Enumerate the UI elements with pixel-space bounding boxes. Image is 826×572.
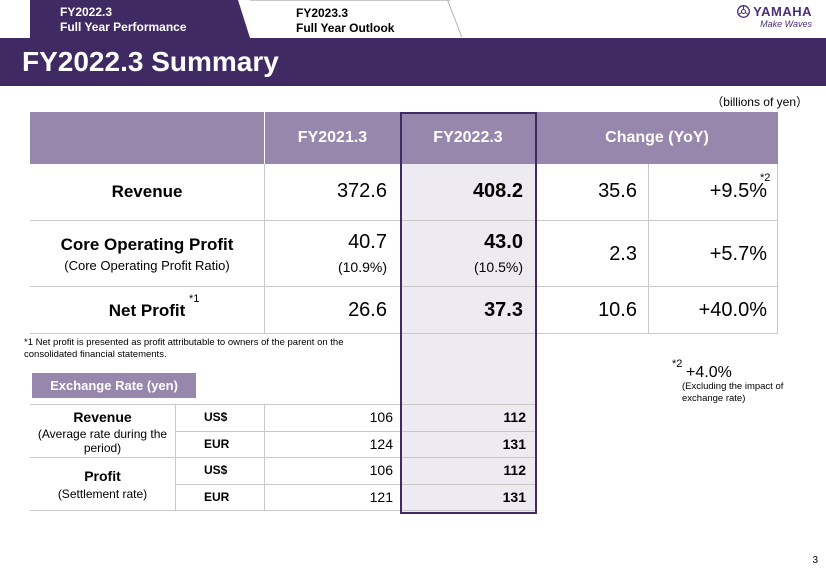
ex-revenue-usd-fy2021: 106 xyxy=(369,409,393,425)
page-title: FY2022.3 Summary xyxy=(22,46,279,77)
logo-tagline: Make Waves xyxy=(760,19,812,29)
core-op-ratio-fy2021: (10.9%) xyxy=(337,259,387,275)
footnote-net-profit: *1 Net profit is presented as profit att… xyxy=(24,337,344,360)
ex-col-divider xyxy=(264,404,265,510)
core-op-fy2021: 40.7 xyxy=(348,231,387,253)
fy2022-highlight-frame xyxy=(400,112,537,514)
ex-divider xyxy=(175,484,535,485)
net-profit-fy2022: 37.3 xyxy=(484,299,523,321)
row-core-op-sub: (Core Operating Profit Ratio) xyxy=(64,258,230,273)
row-divider xyxy=(30,333,778,334)
revenue-change: 35.6 xyxy=(598,180,637,202)
core-op-ratio-fy2022: (10.5%) xyxy=(473,259,523,275)
header-fy2021: FY2021.3 xyxy=(265,112,400,164)
revenue-change-pct: +9.5% xyxy=(709,180,767,202)
tab-full-year-outlook[interactable]: FY2023.3 Full Year Outlook xyxy=(250,0,464,38)
net-profit-change: 10.6 xyxy=(598,299,637,321)
tab-line2: Full Year Outlook xyxy=(296,21,395,35)
fy2022-highlight-column xyxy=(401,112,535,512)
net-profit-fy2021: 26.6 xyxy=(348,299,387,321)
ex-divider xyxy=(30,510,535,511)
row-core-op-label: Core Operating Profit xyxy=(60,235,234,254)
row-revenue-label: Revenue xyxy=(111,182,183,201)
ex-profit-sub: (Settlement rate) xyxy=(57,487,148,501)
row-net-profit-label: Net Profit xyxy=(108,301,186,320)
ex-profit-eur-fy2022: 131 xyxy=(502,489,526,505)
col-divider xyxy=(777,164,778,333)
net-profit-note-mark: *1 xyxy=(189,293,200,305)
ex-revenue-eur-fy2021: 124 xyxy=(369,436,393,452)
note2-mark: *2 xyxy=(672,358,683,370)
header-fy2021-label: FY2021.3 xyxy=(297,129,368,146)
ex-revenue-label: Revenue xyxy=(73,409,132,425)
header-fy2022-label: FY2022.3 xyxy=(433,129,503,146)
ex-revenue-eur-fy2022: 131 xyxy=(502,436,526,452)
ex-revenue-usd-fy2022: 112 xyxy=(503,409,526,425)
revenue-note-mark: *2 xyxy=(760,172,771,184)
header-change: Change (YoY) xyxy=(536,112,778,164)
header-change-label: Change (YoY) xyxy=(605,129,709,146)
row-divider xyxy=(30,220,778,221)
ex-revenue-usd: US$ xyxy=(204,410,228,424)
row-divider xyxy=(30,286,778,287)
ex-profit-usd-fy2022: 112 xyxy=(503,462,526,478)
exchange-rate-title: Exchange Rate (yen) xyxy=(32,373,196,398)
core-op-change-pct: +5.7% xyxy=(709,243,767,265)
revenue-fy2022: 408.2 xyxy=(472,180,523,202)
logo-wordmark: YAMAHA xyxy=(753,4,812,19)
ex-revenue-sub: (Average rate during the period) xyxy=(37,427,168,455)
ex-divider xyxy=(30,457,535,458)
tab-full-year-performance[interactable]: FY2022.3 Full Year Performance xyxy=(30,0,250,38)
header-blank-cell xyxy=(30,112,264,164)
net-profit-change-pct: +40.0% xyxy=(698,299,767,321)
tab-line1: FY2022.3 xyxy=(60,5,113,19)
yamaha-logo: YAMAHA Make Waves xyxy=(732,4,812,34)
ex-divider xyxy=(30,404,535,405)
page-number: 3 xyxy=(812,555,818,566)
col-divider xyxy=(648,164,649,333)
core-op-fy2022: 43.0 xyxy=(484,231,523,253)
title-band xyxy=(0,38,826,86)
tuning-forks-icon xyxy=(737,5,751,18)
header-fy2022: FY2022.3 xyxy=(401,112,535,164)
tab-line2: Full Year Performance xyxy=(60,20,187,34)
ex-profit-eur-fy2021: 121 xyxy=(369,489,393,505)
tab-line1: FY2023.3 xyxy=(296,6,349,20)
ex-revenue-eur: EUR xyxy=(204,437,230,451)
core-op-change: 2.3 xyxy=(609,243,637,265)
ex-col-divider xyxy=(175,404,176,510)
units-label: （billions of yen） xyxy=(711,95,808,109)
ex-profit-usd: US$ xyxy=(204,463,228,477)
revenue-fy2021: 372.6 xyxy=(336,180,387,202)
ex-profit-label: Profit xyxy=(84,468,121,484)
ex-profit-usd-fy2021: 106 xyxy=(369,462,393,478)
ex-profit-eur: EUR xyxy=(204,490,230,504)
col-divider xyxy=(264,164,265,333)
note2-sub: (Excluding the impact of exchange rate) xyxy=(682,381,784,404)
note2-value: +4.0% xyxy=(686,364,732,381)
ex-divider xyxy=(175,431,535,432)
